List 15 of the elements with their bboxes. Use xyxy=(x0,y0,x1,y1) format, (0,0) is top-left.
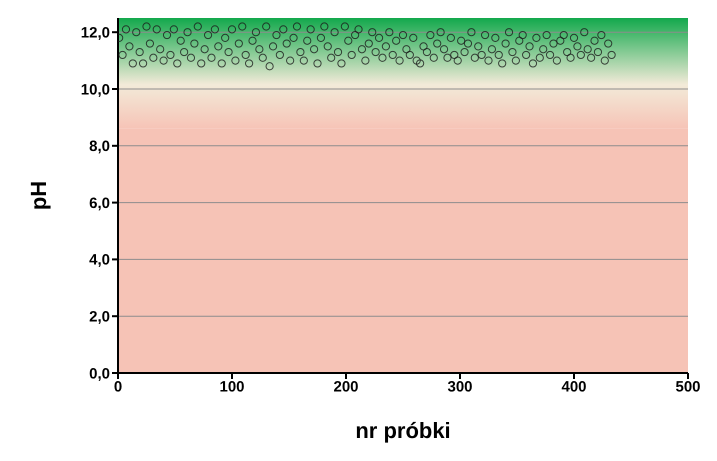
x-tick-label: 400 xyxy=(561,378,587,396)
y-tick-label: 2,0 xyxy=(89,308,110,326)
x-tick-label: 300 xyxy=(447,378,473,396)
x-tick-label: 200 xyxy=(333,378,359,396)
y-tick-label: 8,0 xyxy=(89,138,110,156)
y-tick-label: 6,0 xyxy=(89,194,110,212)
x-tick-label: 100 xyxy=(219,378,245,396)
x-tick-label: 0 xyxy=(114,378,122,396)
y-tick-label: 4,0 xyxy=(89,252,110,269)
y-tick-label: 0,0 xyxy=(89,365,110,382)
y-tick-label: 10,0 xyxy=(80,81,110,98)
x-tick-label: 500 xyxy=(675,378,701,396)
y-axis-title: pH xyxy=(26,180,51,210)
x-axis-title: nr próbki xyxy=(355,418,451,443)
y-tick-label: 12,0 xyxy=(80,24,110,42)
